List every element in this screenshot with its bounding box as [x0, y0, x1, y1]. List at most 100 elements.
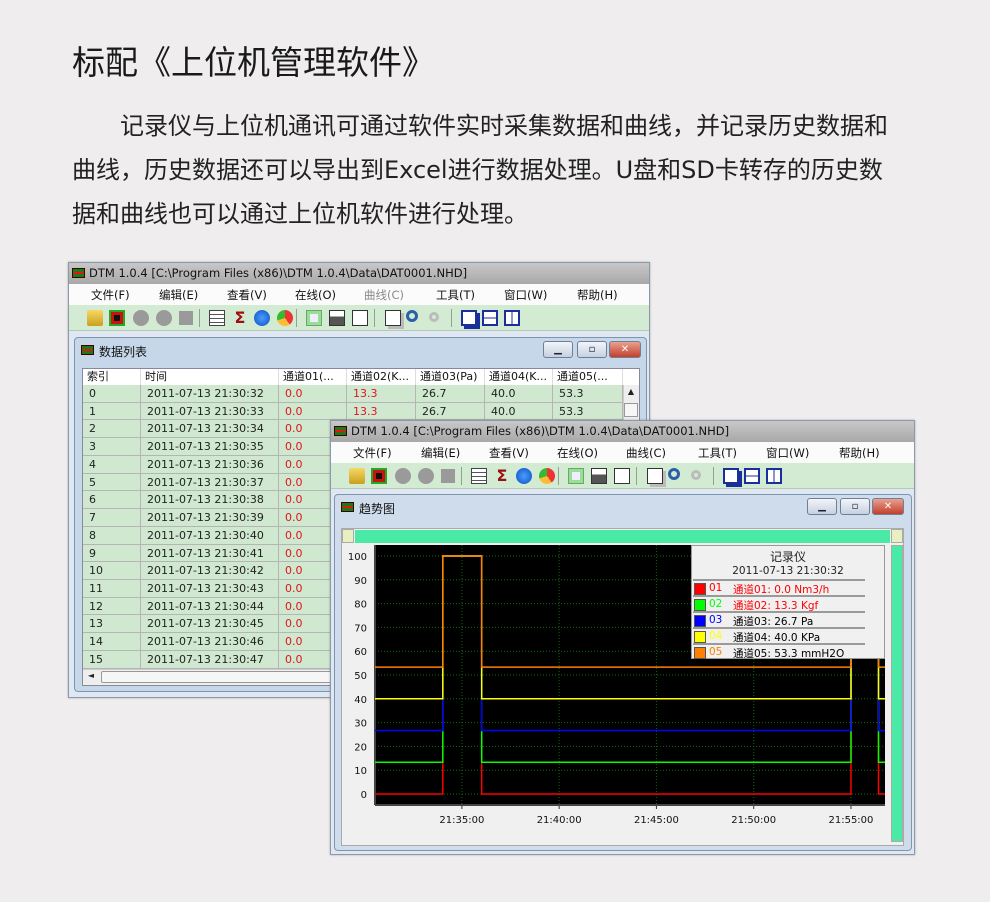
toolbar-separator [558, 467, 559, 485]
menu-item-5[interactable]: 工具(T) [436, 288, 475, 302]
menu-item-5[interactable]: 工具(T) [698, 446, 737, 460]
menu-item-2[interactable]: 查看(V) [489, 446, 529, 460]
legend-entry: 04 通道04: 40.0 KPa [693, 627, 865, 644]
window-title-bar[interactable]: DTM 1.0.4 [C:\Program Files (x86)\DTM 1.… [69, 263, 649, 284]
pause-icon[interactable] [418, 468, 434, 484]
print-icon[interactable] [591, 468, 607, 484]
table-row[interactable]: 0 2011-07-13 21:30:32 0.0 13.3 26.7 40.0 53.3 [83, 385, 623, 403]
scrollbar-thumb[interactable] [624, 403, 638, 417]
table-cell: 2011-07-13 21:30:39 [141, 509, 279, 527]
table-cell: 2011-07-13 21:30:45 [141, 615, 279, 633]
record-icon[interactable] [395, 468, 411, 484]
tile-vertical-icon[interactable] [766, 468, 782, 484]
sigma-icon[interactable]: Σ [234, 308, 246, 327]
copy-icon[interactable] [385, 310, 401, 326]
menu-item-0[interactable]: 文件(F) [91, 288, 130, 302]
tile-horizontal-icon[interactable] [482, 310, 498, 326]
tile-vertical-icon[interactable] [504, 310, 520, 326]
legend-entry: 03 通道03: 26.7 Pa [693, 611, 865, 628]
export-excel-icon[interactable] [568, 468, 584, 484]
stop-icon[interactable] [179, 311, 193, 325]
info-icon[interactable] [516, 468, 532, 484]
scroll-left-button[interactable]: ◄ [87, 671, 95, 680]
vertical-scrollbar[interactable] [891, 545, 903, 842]
table-cell: 2011-07-13 21:30:42 [141, 562, 279, 580]
table-icon[interactable] [471, 468, 487, 484]
menu-item-7[interactable]: 帮助(H) [577, 288, 618, 302]
menu-item-7[interactable]: 帮助(H) [839, 446, 880, 460]
table-cell: 14 [83, 633, 141, 651]
menu-item-3[interactable]: 在线(O) [295, 288, 337, 302]
horizontal-time-scrollbar[interactable] [355, 530, 890, 543]
legend-swatch [694, 583, 706, 595]
pie-chart-icon[interactable] [277, 310, 293, 326]
column-header[interactable]: 通道02(K... [347, 369, 416, 385]
table-row[interactable]: 1 2011-07-13 21:30:33 0.0 13.3 26.7 40.0 53.3 [83, 402, 623, 421]
legend-entry: 05 通道05: 53.3 mmH2O [693, 643, 865, 660]
zoom-disabled-icon[interactable] [429, 312, 439, 322]
tile-horizontal-icon[interactable] [744, 468, 760, 484]
table-cell: 9 [83, 544, 141, 562]
pie-chart-icon[interactable] [539, 468, 555, 484]
trend-chart-icon[interactable] [371, 468, 387, 484]
menu-item-4[interactable]: 曲线(C) [364, 288, 405, 302]
x-tick-label: 21:55:00 [828, 815, 873, 826]
menu-item-6[interactable]: 窗口(W) [504, 288, 548, 302]
trend-chart-icon[interactable] [109, 310, 125, 326]
legend-timestamp: 2011-07-13 21:30:32 [732, 565, 844, 577]
menu-item-1[interactable]: 编辑(E) [159, 288, 199, 302]
toolbar: Σ [69, 305, 649, 331]
menu-item-4[interactable]: 曲线(C) [626, 446, 667, 460]
copy-icon[interactable] [647, 468, 663, 484]
minimize-button[interactable]: ▁ [807, 498, 837, 515]
toolbar-separator [451, 309, 452, 327]
record-icon[interactable] [133, 310, 149, 326]
toolbar-separator [199, 309, 200, 327]
scroll-left-button[interactable] [342, 529, 354, 543]
cascade-icon[interactable] [461, 310, 477, 326]
maximize-button[interactable]: ▫ [577, 341, 607, 358]
cascade-icon[interactable] [723, 468, 739, 484]
menu-item-1[interactable]: 编辑(E) [421, 446, 461, 460]
toolbar-separator [461, 467, 462, 485]
table-cell: 5 [83, 473, 141, 491]
column-header[interactable]: 通道04(K... [485, 369, 553, 385]
table-cell: 0.0 [279, 402, 347, 420]
column-header[interactable]: 索引 [83, 369, 141, 385]
print-preview-icon[interactable] [614, 468, 630, 484]
stop-icon[interactable] [441, 469, 455, 483]
zoom-icon[interactable] [406, 310, 418, 322]
column-header[interactable]: 通道01(... [279, 369, 347, 385]
print-preview-icon[interactable] [352, 310, 368, 326]
table-cell: 2011-07-13 21:30:44 [141, 597, 279, 615]
menu-bar: 文件(F) 编辑(E) 查看(V) 在线(O) 曲线(C) 工具(T) 窗口(W) 帮助(H) [331, 442, 914, 463]
export-excel-icon[interactable] [306, 310, 322, 326]
maximize-button[interactable]: ▫ [840, 498, 870, 515]
menu-item-3[interactable]: 在线(O) [557, 446, 599, 460]
close-button[interactable]: ✕ [609, 341, 641, 358]
scroll-up-button[interactable]: ▲ [627, 387, 635, 396]
zoom-icon[interactable] [668, 468, 680, 480]
table-cell: 2011-07-13 21:30:46 [141, 633, 279, 651]
open-folder-icon[interactable] [349, 468, 365, 484]
window-title: DTM 1.0.4 [C:\Program Files (x86)\DTM 1.… [351, 424, 730, 438]
column-header[interactable]: 通道05(... [553, 369, 623, 385]
info-icon[interactable] [254, 310, 270, 326]
open-folder-icon[interactable] [87, 310, 103, 326]
table-cell: 53.3 [553, 385, 623, 402]
y-tick-label: 40 [354, 695, 367, 706]
scroll-right-button[interactable] [891, 529, 903, 543]
menu-item-0[interactable]: 文件(F) [353, 446, 392, 460]
sigma-icon[interactable]: Σ [496, 466, 508, 485]
column-header[interactable]: 通道03(Pa) [416, 369, 485, 385]
minimize-button[interactable]: ▁ [543, 341, 573, 358]
table-icon[interactable] [209, 310, 225, 326]
pause-icon[interactable] [156, 310, 172, 326]
column-header[interactable]: 时间 [141, 369, 279, 385]
close-button[interactable]: ✕ [872, 498, 904, 515]
menu-item-6[interactable]: 窗口(W) [766, 446, 810, 460]
print-icon[interactable] [329, 310, 345, 326]
zoom-disabled-icon[interactable] [691, 470, 701, 480]
menu-item-2[interactable]: 查看(V) [227, 288, 267, 302]
window-title-bar[interactable]: DTM 1.0.4 [C:\Program Files (x86)\DTM 1.… [331, 421, 914, 442]
